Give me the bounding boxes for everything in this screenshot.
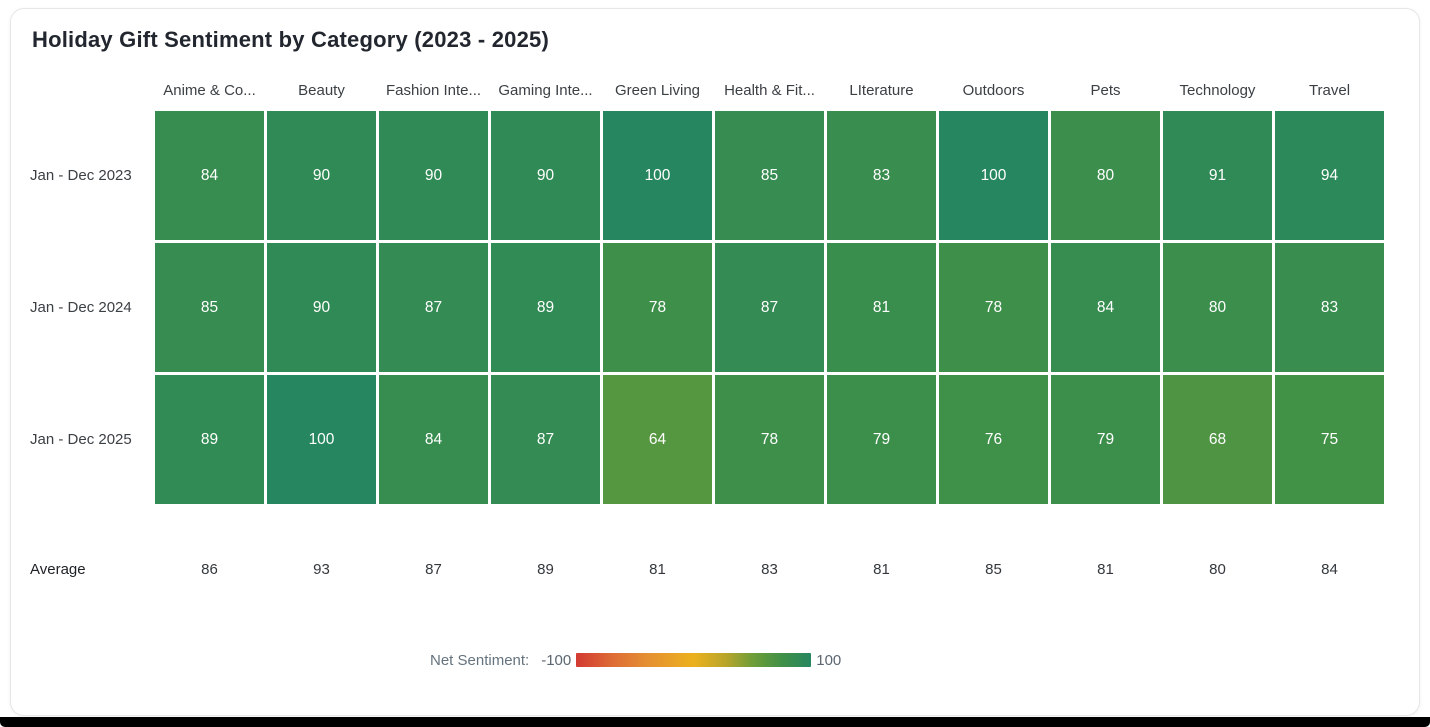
column-header: Beauty [298, 82, 345, 99]
heatmap-cell[interactable]: 100 [939, 111, 1048, 240]
heatmap-cell[interactable]: 68 [1163, 375, 1272, 504]
row-label: Jan - Dec 2025 [30, 431, 132, 448]
average-row: Average 86 93 87 89 81 83 81 85 81 80 84 [30, 554, 1384, 584]
heatmap-cell[interactable]: 78 [715, 375, 824, 504]
column-header: Pets [1090, 82, 1121, 99]
heatmap-grid: Anime & Co... Beauty Fashion Inte... Gaming… [30, 76, 1384, 504]
heatmap-cell[interactable]: 76 [939, 375, 1048, 504]
row-label: Jan - Dec 2024 [30, 299, 132, 316]
average-value: 85 [985, 560, 1002, 578]
bottom-bar [0, 717, 1430, 727]
heatmap-cell[interactable]: 87 [491, 375, 600, 504]
heatmap-cell[interactable]: 81 [827, 243, 936, 372]
column-header: Green Living [614, 82, 701, 99]
column-header: Health & Fit... [724, 82, 815, 99]
average-value: 86 [201, 560, 218, 578]
heatmap-cell[interactable]: 89 [155, 375, 264, 504]
heatmap-cell[interactable]: 84 [1051, 243, 1160, 372]
average-value: 81 [1097, 560, 1114, 578]
heatmap-cell[interactable]: 100 [603, 111, 712, 240]
heatmap-cell[interactable]: 80 [1051, 111, 1160, 240]
heatmap-cell[interactable]: 78 [603, 243, 712, 372]
column-header: Outdoors [962, 82, 1025, 99]
average-value: 87 [425, 560, 442, 578]
heatmap-cell[interactable]: 94 [1275, 111, 1384, 240]
average-value: 81 [873, 560, 890, 578]
heatmap-cell[interactable]: 87 [715, 243, 824, 372]
heatmap-cell[interactable]: 90 [379, 111, 488, 240]
average-value: 83 [761, 560, 778, 578]
column-header: Gaming Inte... [498, 82, 593, 99]
heatmap-cell[interactable]: 89 [491, 243, 600, 372]
heatmap-cell[interactable]: 90 [491, 111, 600, 240]
heatmap-cell[interactable]: 90 [267, 111, 376, 240]
chart-title: Holiday Gift Sentiment by Category (2023… [32, 27, 549, 52]
grid-corner [30, 76, 152, 108]
heatmap-cell[interactable]: 85 [715, 111, 824, 240]
average-value: 80 [1209, 560, 1226, 578]
column-header: Anime & Co... [163, 82, 256, 99]
heatmap-cell[interactable]: 80 [1163, 243, 1272, 372]
column-header: Fashion Inte... [385, 82, 482, 99]
row-label: Jan - Dec 2023 [30, 167, 132, 184]
column-header: Technology [1179, 82, 1256, 99]
legend-gradient-bar [576, 653, 812, 667]
average-value: 93 [313, 560, 330, 578]
heatmap-cell[interactable]: 64 [603, 375, 712, 504]
heatmap-cell[interactable]: 84 [155, 111, 264, 240]
heatmap-cell[interactable]: 100 [267, 375, 376, 504]
legend-min-label: -100 [541, 651, 572, 669]
heatmap-cell[interactable]: 85 [155, 243, 264, 372]
heatmap-cell[interactable]: 84 [379, 375, 488, 504]
average-label: Average [30, 560, 86, 578]
heatmap-cell[interactable]: 79 [1051, 375, 1160, 504]
heatmap-cell[interactable]: 75 [1275, 375, 1384, 504]
legend-title: Net Sentiment: [430, 651, 530, 669]
heatmap-cell[interactable]: 78 [939, 243, 1048, 372]
heatmap-cell[interactable]: 79 [827, 375, 936, 504]
heatmap-cell[interactable]: 90 [267, 243, 376, 372]
heatmap-cell[interactable]: 83 [1275, 243, 1384, 372]
average-value: 89 [537, 560, 554, 578]
heatmap-cell[interactable]: 83 [827, 111, 936, 240]
chart-card: Holiday Gift Sentiment by Category (2023… [10, 8, 1420, 716]
legend: Net Sentiment: -100 100 [430, 650, 1384, 670]
column-header: Travel [1308, 82, 1351, 99]
heatmap-cell[interactable]: 87 [379, 243, 488, 372]
legend-max-label: 100 [816, 651, 842, 669]
column-header: LIterature [849, 82, 914, 99]
average-value: 84 [1321, 560, 1338, 578]
heatmap-cell[interactable]: 91 [1163, 111, 1272, 240]
average-value: 81 [649, 560, 666, 578]
